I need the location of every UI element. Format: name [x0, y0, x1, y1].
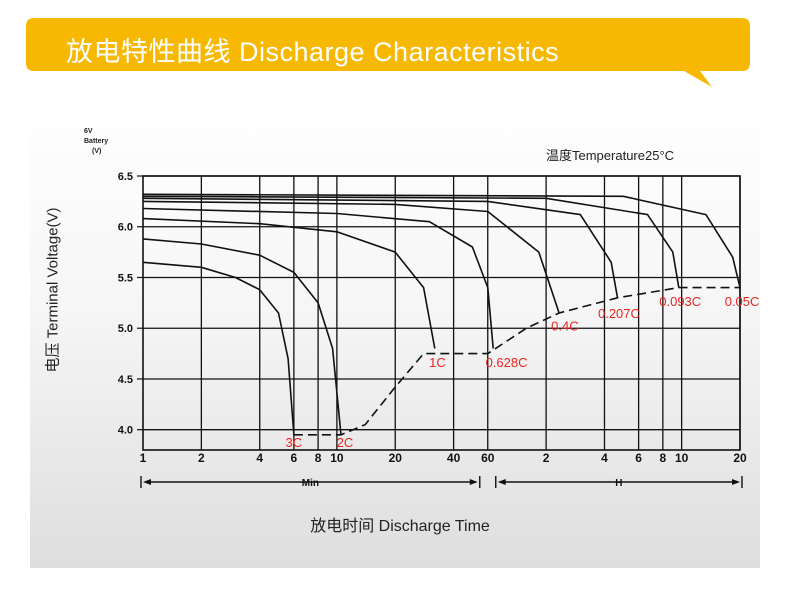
series-2C: [142, 238, 342, 435]
y-tick-label: 4.5: [118, 374, 133, 386]
curve-label-3C: 3C: [286, 435, 303, 450]
plot-frame: [142, 175, 741, 451]
y-axis-label: 电压 Terminal Voltage(V): [44, 207, 62, 373]
y-unit-line-1: 6V: [84, 128, 93, 135]
x-tick-label: 10: [675, 451, 689, 465]
series-1C: [142, 217, 436, 349]
x-tick-label: 4: [256, 451, 263, 465]
curve-label-0.628C: 0.628C: [486, 355, 528, 370]
y-tick-label: 4.0: [118, 425, 133, 437]
x-tick-label: 4: [601, 451, 608, 465]
y-tick-label: 5.5: [118, 272, 133, 284]
x-tick-label: 2: [198, 451, 205, 465]
y-tick-label: 6.0: [118, 222, 133, 234]
range-arrow-right: [732, 479, 740, 485]
x-tick-label: 40: [447, 451, 461, 465]
x-axis-label: 放电时间 Discharge Time: [310, 518, 490, 535]
y-tick-label: 6.5: [118, 171, 133, 183]
x-tick-label: 6: [291, 451, 298, 465]
curve-label-0.207C: 0.207C: [598, 306, 640, 321]
curve-label-1C: 1C: [429, 355, 446, 370]
series-0.05C: [142, 193, 741, 288]
x-tick-label: 60: [481, 451, 495, 465]
range-label-H: H: [615, 478, 622, 489]
y-unit-line-3: (V): [92, 148, 102, 155]
temperature-note: 温度Temperature25°C: [546, 148, 675, 163]
series-0.628C: [142, 207, 494, 349]
curve-label-0.4C: 0.4C: [551, 318, 578, 333]
range-label-Min: Min: [302, 478, 319, 489]
x-tick-label: 2: [543, 451, 550, 465]
x-tick-label: 1: [140, 451, 147, 465]
title-banner: 放电特性曲线 Discharge Characteristics: [0, 0, 790, 90]
x-tick-label: 20: [733, 451, 747, 465]
series-3C: [142, 261, 295, 435]
curve-label-2C: 2C: [337, 435, 354, 450]
range-arrow-right: [469, 479, 478, 485]
x-tick-label: 6: [635, 451, 642, 465]
x-tick-label: 8: [660, 451, 667, 465]
cutoff-curve: [293, 286, 740, 436]
range-arrow-left: [497, 479, 506, 485]
x-tick-label: 10: [330, 451, 344, 465]
x-tick-label: 8: [315, 451, 322, 465]
x-tick-label: 20: [389, 451, 403, 465]
series-0.207C: [142, 197, 619, 298]
curve-label-0.05C: 0.05C: [725, 294, 760, 309]
y-unit-line-2: Battery: [84, 138, 109, 145]
y-tick-label: 5.0: [118, 323, 133, 335]
banner-title: 放电特性曲线 Discharge Characteristics: [66, 37, 560, 67]
series-0.4C: [142, 200, 560, 314]
range-arrow-left: [143, 479, 151, 485]
curve-label-0.093C: 0.093C: [659, 294, 701, 309]
banner-shape: [26, 18, 750, 87]
series-0.093C: [142, 195, 680, 288]
